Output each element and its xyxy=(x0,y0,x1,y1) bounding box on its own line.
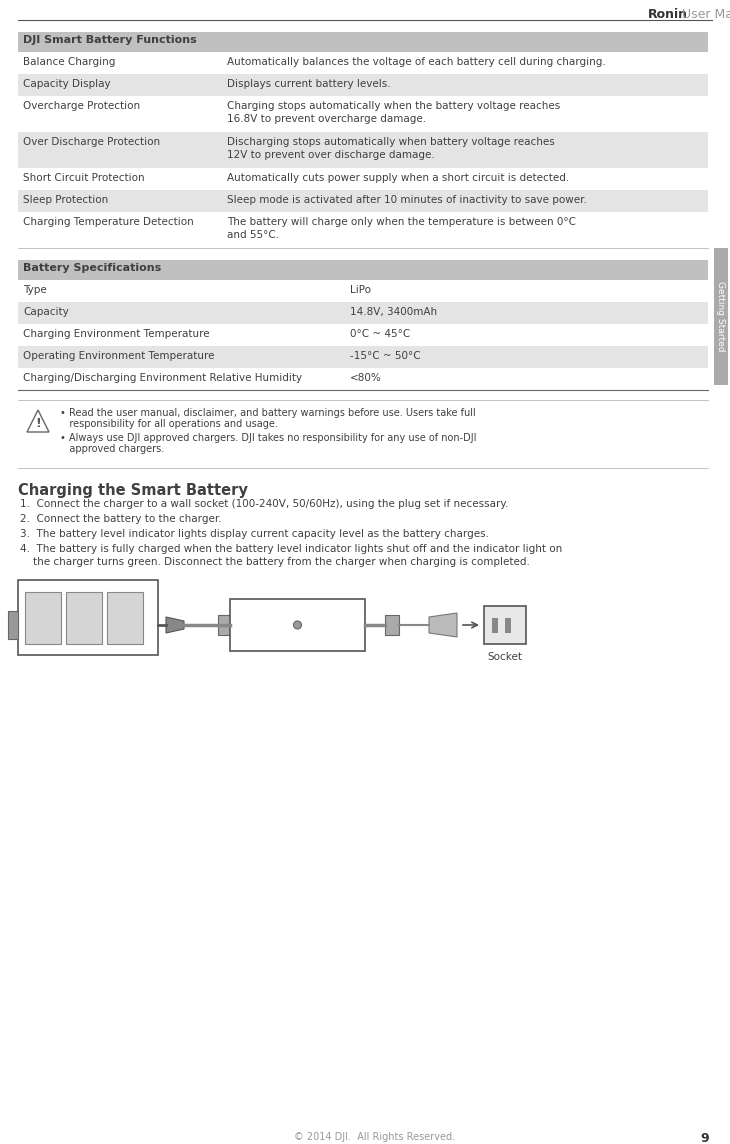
Text: User Manual: User Manual xyxy=(678,8,730,21)
Circle shape xyxy=(293,621,301,629)
Text: Balance Charging: Balance Charging xyxy=(23,57,115,67)
Text: Charging stops automatically when the battery voltage reaches: Charging stops automatically when the ba… xyxy=(227,101,560,111)
Bar xyxy=(18,260,708,280)
Text: Short Circuit Protection: Short Circuit Protection xyxy=(23,173,145,183)
Text: 12V to prevent over discharge damage.: 12V to prevent over discharge damage. xyxy=(227,150,435,160)
Text: Discharging stops automatically when battery voltage reaches: Discharging stops automatically when bat… xyxy=(227,137,555,146)
Text: the charger turns green. Disconnect the battery from the charger when charging i: the charger turns green. Disconnect the … xyxy=(20,557,530,567)
Bar xyxy=(66,591,102,644)
Bar xyxy=(107,591,143,644)
Text: approved chargers.: approved chargers. xyxy=(60,444,164,454)
Text: Overcharge Protection: Overcharge Protection xyxy=(23,101,140,111)
Bar xyxy=(385,615,399,635)
Bar xyxy=(18,96,708,132)
Bar xyxy=(18,345,708,368)
Text: 2.  Connect the battery to the charger.: 2. Connect the battery to the charger. xyxy=(20,514,222,524)
Text: 14.8V, 3400mAh: 14.8V, 3400mAh xyxy=(350,307,437,317)
Text: -15°C ~ 50°C: -15°C ~ 50°C xyxy=(350,351,420,362)
Text: Getting Started: Getting Started xyxy=(717,281,726,351)
Bar xyxy=(18,168,708,190)
Bar xyxy=(18,212,708,248)
Text: 3.  The battery level indicator lights display current capacity level as the bat: 3. The battery level indicator lights di… xyxy=(20,529,489,539)
Text: and 55°C.: and 55°C. xyxy=(227,230,279,240)
Text: 4.  The battery is fully charged when the battery level indicator lights shut of: 4. The battery is fully charged when the… xyxy=(20,545,562,554)
Text: DJI Smart Battery Functions: DJI Smart Battery Functions xyxy=(23,35,197,45)
Bar xyxy=(18,302,708,324)
Text: !: ! xyxy=(35,418,41,430)
Text: 1.  Connect the charger to a wall socket (100-240V, 50/60Hz), using the plug set: 1. Connect the charger to a wall socket … xyxy=(20,499,508,509)
Text: Automatically balances the voltage of each battery cell during charging.: Automatically balances the voltage of ea… xyxy=(227,57,606,67)
Text: Capacity: Capacity xyxy=(23,307,69,317)
Bar xyxy=(18,51,708,74)
Text: Sleep Protection: Sleep Protection xyxy=(23,194,108,205)
Text: <80%: <80% xyxy=(350,373,382,383)
Bar xyxy=(18,190,708,212)
Text: • Read the user manual, disclaimer, and battery warnings before use. Users take : • Read the user manual, disclaimer, and … xyxy=(60,408,476,418)
Bar xyxy=(492,618,498,633)
Polygon shape xyxy=(27,410,49,432)
Text: 9: 9 xyxy=(700,1133,709,1144)
Text: Charging Temperature Detection: Charging Temperature Detection xyxy=(23,217,193,227)
Text: 16.8V to prevent overcharge damage.: 16.8V to prevent overcharge damage. xyxy=(227,114,426,124)
Bar xyxy=(18,324,708,345)
Bar xyxy=(218,615,230,635)
Text: • Always use DJI approved chargers. DJI takes no responsibility for any use of n: • Always use DJI approved chargers. DJI … xyxy=(60,432,477,443)
Text: Ronin: Ronin xyxy=(648,8,688,21)
Bar xyxy=(230,599,365,651)
Text: Charging Environment Temperature: Charging Environment Temperature xyxy=(23,329,210,339)
Polygon shape xyxy=(429,613,457,637)
Bar xyxy=(25,591,61,644)
Bar xyxy=(18,132,708,168)
Bar xyxy=(18,32,708,51)
Bar xyxy=(8,611,18,639)
Bar xyxy=(18,368,708,390)
Text: Charging/Discharging Environment Relative Humidity: Charging/Discharging Environment Relativ… xyxy=(23,373,302,383)
Text: Sleep mode is activated after 10 minutes of inactivity to save power.: Sleep mode is activated after 10 minutes… xyxy=(227,194,587,205)
Text: 0°C ~ 45°C: 0°C ~ 45°C xyxy=(350,329,410,339)
Bar xyxy=(484,606,526,644)
Text: responsibility for all operations and usage.: responsibility for all operations and us… xyxy=(60,419,278,429)
Text: Displays current battery levels.: Displays current battery levels. xyxy=(227,79,391,89)
Text: Charging the Smart Battery: Charging the Smart Battery xyxy=(18,483,248,498)
Text: Socket: Socket xyxy=(488,652,523,662)
Text: Automatically cuts power supply when a short circuit is detected.: Automatically cuts power supply when a s… xyxy=(227,173,569,183)
Text: Battery Specifications: Battery Specifications xyxy=(23,263,161,273)
Bar xyxy=(714,248,728,386)
Text: Over Discharge Protection: Over Discharge Protection xyxy=(23,137,160,146)
Text: LiPo: LiPo xyxy=(350,285,371,295)
Text: The battery will charge only when the temperature is between 0°C: The battery will charge only when the te… xyxy=(227,217,576,227)
Polygon shape xyxy=(166,617,184,633)
Bar xyxy=(18,580,158,656)
Text: Operating Environment Temperature: Operating Environment Temperature xyxy=(23,351,215,362)
Text: Type: Type xyxy=(23,285,47,295)
Bar xyxy=(18,74,708,96)
Bar xyxy=(505,618,511,633)
Bar xyxy=(18,280,708,302)
Text: © 2014 DJI.  All Rights Reserved.: © 2014 DJI. All Rights Reserved. xyxy=(294,1133,456,1142)
Text: Capacity Display: Capacity Display xyxy=(23,79,111,89)
